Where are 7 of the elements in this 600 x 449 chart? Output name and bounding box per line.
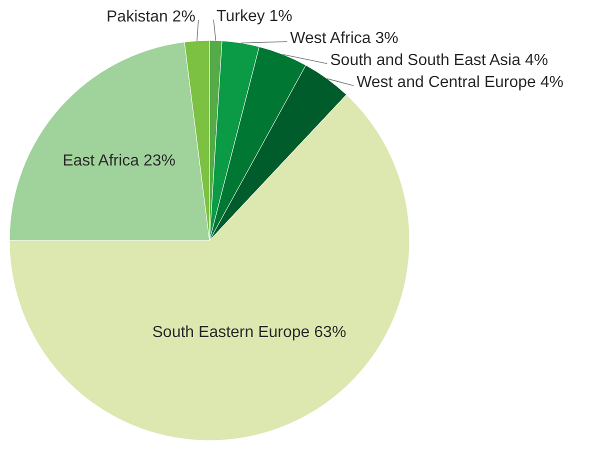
slice-label: West Africa 3% (290, 30, 398, 48)
slice-label: South Eastern Europe 63% (152, 324, 346, 341)
slice-label: East Africa 23% (62, 152, 176, 170)
slice-label: Pakistan 2% (106, 8, 196, 26)
slice-label: West and Central Europe 4% (356, 74, 564, 92)
slice-label: South and South East Asia 4% (330, 52, 548, 70)
slice-label: Turkey 1% (216, 8, 292, 26)
